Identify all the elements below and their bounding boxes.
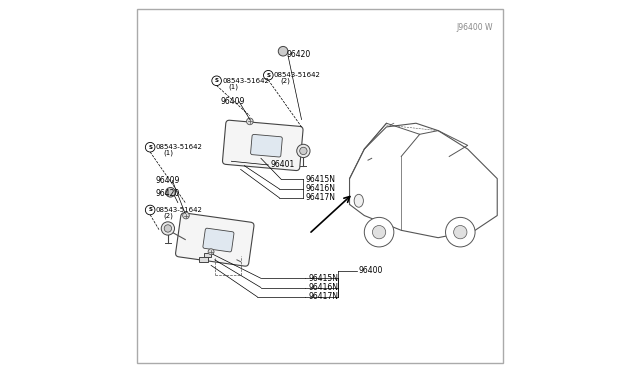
Circle shape (364, 217, 394, 247)
Text: 96400: 96400 (359, 266, 383, 275)
Text: 96420: 96420 (287, 51, 311, 60)
Text: 96417N: 96417N (309, 292, 339, 301)
Circle shape (372, 225, 386, 239)
Circle shape (264, 70, 273, 80)
Circle shape (208, 249, 214, 255)
Circle shape (300, 147, 307, 155)
Circle shape (164, 225, 172, 232)
Text: 96409: 96409 (156, 176, 180, 185)
Text: 96415N: 96415N (305, 175, 335, 184)
FancyBboxPatch shape (223, 120, 303, 170)
Circle shape (182, 212, 189, 219)
Circle shape (145, 142, 155, 152)
Text: S: S (148, 208, 152, 212)
Text: 08543-51642: 08543-51642 (274, 72, 321, 78)
Text: 96401: 96401 (270, 160, 294, 170)
Text: J96400 W: J96400 W (457, 23, 493, 32)
Circle shape (212, 76, 221, 86)
Text: 96417N: 96417N (305, 193, 335, 202)
Text: (2): (2) (280, 77, 291, 84)
Text: 08543-51642: 08543-51642 (222, 78, 269, 84)
Text: 96420: 96420 (156, 189, 180, 198)
Text: 08543-51642: 08543-51642 (156, 207, 203, 213)
Circle shape (145, 205, 155, 215)
Text: (1): (1) (228, 83, 239, 90)
Text: 96415N: 96415N (309, 274, 339, 283)
Text: (2): (2) (163, 212, 173, 219)
Circle shape (454, 225, 467, 239)
Circle shape (246, 118, 253, 125)
Circle shape (166, 187, 175, 197)
Text: 96409: 96409 (220, 97, 244, 106)
Text: S: S (148, 145, 152, 150)
Text: 96416N: 96416N (309, 283, 339, 292)
Text: S: S (214, 78, 219, 83)
FancyBboxPatch shape (204, 253, 211, 257)
Circle shape (445, 217, 475, 247)
Text: 08543-51642: 08543-51642 (156, 144, 203, 150)
Text: S: S (266, 73, 270, 78)
Ellipse shape (354, 194, 364, 207)
Text: 96416N: 96416N (305, 185, 335, 193)
Circle shape (297, 144, 310, 158)
FancyBboxPatch shape (175, 213, 254, 266)
Text: (1): (1) (163, 150, 173, 156)
Circle shape (278, 46, 288, 56)
Circle shape (161, 222, 175, 235)
FancyBboxPatch shape (203, 228, 234, 252)
FancyBboxPatch shape (251, 134, 282, 157)
FancyBboxPatch shape (199, 257, 209, 262)
